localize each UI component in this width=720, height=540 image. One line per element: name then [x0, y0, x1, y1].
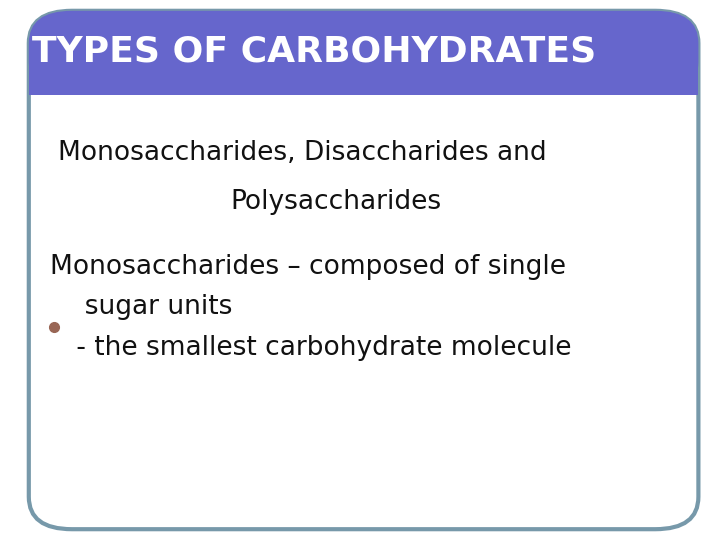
Text: sugar units: sugar units — [68, 294, 233, 320]
Text: - the smallest carbohydrate molecule: - the smallest carbohydrate molecule — [68, 335, 572, 361]
Text: TYPES OF CARBOHYDRATES: TYPES OF CARBOHYDRATES — [32, 35, 597, 68]
Bar — [29, 52, 698, 94]
Text: Polysaccharides: Polysaccharides — [230, 189, 441, 215]
Text: Monosaccharides, Disaccharides and: Monosaccharides, Disaccharides and — [58, 140, 546, 166]
FancyBboxPatch shape — [29, 11, 698, 529]
FancyBboxPatch shape — [29, 11, 698, 94]
Text: Monosaccharides – composed of single: Monosaccharides – composed of single — [50, 254, 567, 280]
